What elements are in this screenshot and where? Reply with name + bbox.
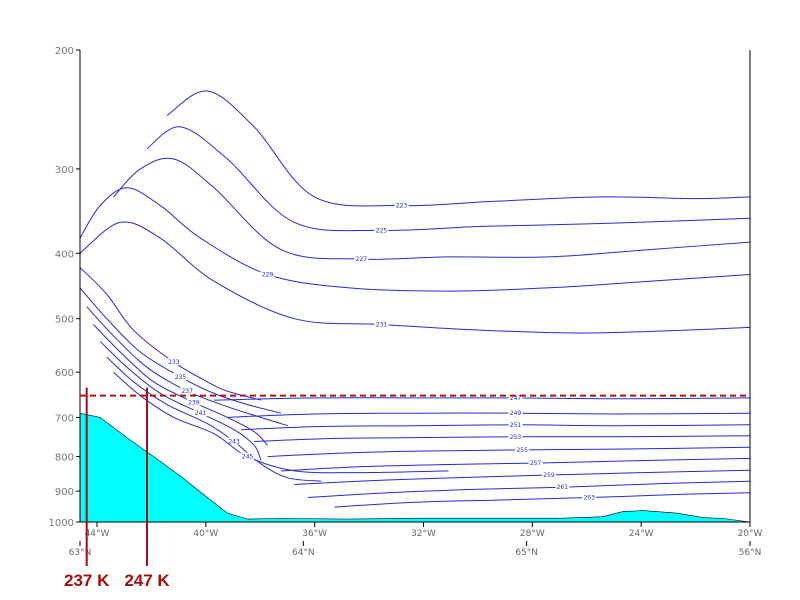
contour-label: 247 — [510, 395, 522, 402]
contour-label-bg — [508, 420, 523, 428]
contour-line — [280, 457, 751, 472]
contour-label: 253 — [510, 434, 522, 441]
annotation-layer: 237 K 247 K — [64, 387, 170, 590]
contour-label: 227 — [356, 256, 368, 263]
contour-label: 249 — [510, 410, 522, 417]
contour-label: 237 — [181, 388, 193, 395]
x-tick-label-lon: 36°W — [302, 529, 327, 539]
contour-label-bg — [508, 409, 523, 417]
x-tick-label-lon: 40°W — [193, 529, 218, 539]
contour-label-bg — [173, 373, 188, 381]
contour-label: 263 — [583, 495, 595, 502]
contour-line — [267, 446, 751, 458]
contour-line — [113, 371, 449, 474]
contour-label-bg — [508, 432, 523, 440]
annotation-label: 247 K — [124, 571, 170, 590]
contour-label-bg — [542, 471, 556, 479]
pressure-tick-label: 300 — [55, 165, 74, 176]
contour-label: 257 — [530, 460, 542, 467]
pressure-tick-label: 1000 — [49, 518, 74, 529]
contour-label-bg — [186, 398, 201, 406]
x-tick-label-lat: 64°N — [292, 548, 315, 558]
x-tick-label-lat: 63°N — [69, 548, 92, 558]
contour-label: 229 — [262, 271, 274, 278]
contour-line — [307, 480, 751, 498]
contour-label: 223 — [396, 203, 408, 210]
x-tick-label-lat: 56°N — [739, 548, 762, 558]
contour-label: 233 — [168, 359, 180, 366]
terrain-fill — [79, 412, 751, 523]
contour-label-bg — [515, 445, 530, 453]
contour-label: 231 — [376, 322, 388, 329]
annotation-label: 237 K — [64, 571, 110, 590]
contour-line — [79, 267, 262, 401]
contour-line — [106, 356, 322, 482]
contour-label-bg — [193, 409, 208, 417]
contour-label: 261 — [557, 484, 569, 491]
contour-label-bg — [555, 483, 570, 491]
pressure-tick-label: 900 — [55, 487, 74, 498]
contour-line — [334, 492, 751, 508]
x-tick-label-lat: 65°N — [515, 548, 538, 558]
contour-label: 241 — [195, 410, 207, 417]
contour-line — [227, 412, 751, 418]
contour-label-bg — [374, 226, 389, 234]
contour-line — [240, 424, 751, 431]
contour-label: 239 — [188, 399, 200, 406]
contour-label: 255 — [516, 447, 528, 454]
x-tick-label-lon: 24°W — [629, 529, 654, 539]
contour-label: 251 — [510, 422, 522, 429]
contour-label-bg — [166, 358, 181, 366]
pressure-tick-label: 400 — [55, 249, 74, 260]
contour-label: 243 — [228, 439, 240, 446]
axes-layer: 200 300 400 500 600 700 800 900 1000 44°W 40°W 36°W… — [49, 46, 763, 558]
contour-label-bg — [260, 270, 275, 278]
contour-line — [254, 435, 751, 442]
contour-label-bg — [508, 393, 523, 401]
contour-line — [79, 221, 751, 334]
contour-label: 245 — [242, 454, 254, 461]
x-tick-label-lon: 32°W — [411, 529, 436, 539]
contour-label-bg — [227, 437, 242, 445]
pressure-tick-label: 700 — [55, 413, 74, 424]
contour-label-bg — [582, 493, 597, 501]
contour-label-bg — [394, 201, 409, 209]
pressure-tick-label: 800 — [55, 453, 74, 464]
contour-line — [294, 469, 751, 485]
contour-line — [213, 397, 751, 401]
pressure-tick-label: 600 — [55, 368, 74, 379]
contour-line — [166, 90, 751, 207]
contour-line — [113, 157, 751, 260]
contour-label: 259 — [543, 472, 555, 479]
contour-line — [146, 126, 751, 232]
contour-label: 225 — [376, 227, 388, 234]
contour-line — [79, 187, 751, 292]
contour-label-bg — [240, 452, 255, 460]
x-tick-label-lon: 28°W — [520, 529, 545, 539]
pressure-tick-label: 500 — [55, 315, 74, 326]
contour-label-bg — [374, 320, 389, 328]
contour-label-bg — [528, 459, 543, 467]
terrain-layer — [79, 412, 751, 523]
contour-label-bg — [354, 255, 369, 263]
x-tick-label-lon: 44°W — [85, 529, 110, 539]
contour-layer: 233 235 237 239 241 243 245 229 227 231 225 223 247 2… — [79, 90, 751, 508]
contour-label-bg — [180, 387, 195, 395]
contour-label: 235 — [175, 374, 187, 381]
x-tick-label-lon: 20°W — [738, 529, 763, 539]
pressure-tick-label: 200 — [55, 46, 74, 57]
